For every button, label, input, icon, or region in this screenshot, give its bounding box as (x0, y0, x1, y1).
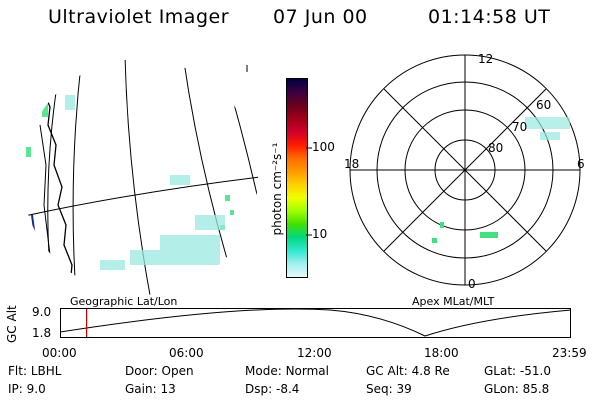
lat-label-60: 60 (536, 98, 551, 112)
lat-label-70: 70 (512, 120, 527, 134)
info-seq: Seq: 39 (366, 382, 412, 396)
info-dsp: Dsp: -8.4 (245, 382, 300, 396)
timeline-xtick-4: 23:59 (552, 346, 587, 360)
info-gain: Gain: 13 (125, 382, 176, 396)
timeline-xtick-2: 12:00 (297, 346, 332, 360)
info-gcalt: GC Alt: 4.8 Re (366, 364, 450, 378)
timeline-xtick-3: 18:00 (424, 346, 459, 360)
colorbar-ticks (306, 147, 312, 236)
colorbar-unit-label: photon cm⁻²s⁻¹ (270, 142, 284, 236)
colorbar-gradient (287, 79, 307, 277)
geographic-map (22, 59, 258, 295)
colorbar (286, 78, 308, 278)
timeline-xtick-1: 06:00 (169, 346, 204, 360)
info-glon-value: 85.8 (522, 382, 550, 396)
info-door: Door: Open (125, 364, 194, 378)
earth-disk (22, 59, 258, 295)
timeline-ytick-max: 9.0 (32, 305, 52, 319)
info-glat: GLat: -51.0 (484, 364, 551, 378)
colorbar-tick-10: 10 (312, 227, 328, 241)
timeline-ytick-min: 1.8 (32, 326, 52, 340)
info-flt-value: LBHL (30, 364, 62, 378)
geographic-label: Geographic Lat/Lon (70, 295, 178, 308)
info-seq-value: 39 (396, 382, 412, 396)
time-label: 01:14:58 UT (428, 6, 551, 28)
instrument-title: Ultraviolet Imager (48, 6, 230, 28)
info-gain-value: 13 (160, 382, 176, 396)
mlt-label-12: 12 (478, 52, 493, 66)
mlt-label-18: 18 (344, 157, 359, 171)
colorbar-tick-100: 100 (312, 140, 335, 154)
date-label: 07 Jun 00 (273, 6, 368, 28)
info-ip: IP: 9.0 (8, 382, 46, 396)
info-gcalt-value: 4.8 Re (411, 364, 450, 378)
mlt-label-0: 0 (468, 277, 476, 291)
mlt-label-6: 6 (577, 157, 585, 171)
timeline-ylabel: GC Alt (5, 305, 19, 343)
polar-label: Apex MLat/MLT (412, 295, 495, 308)
timeline-plot (60, 308, 572, 338)
info-mode: Mode: Normal (245, 364, 329, 378)
timeline-xtick-0: 00:00 (42, 346, 77, 360)
polar-plot: 12 18 6 0 60 70 80 (344, 52, 585, 291)
info-dsp-value: -8.4 (275, 382, 300, 396)
info-ip-value: 9.0 (26, 382, 46, 396)
lat-label-80: 80 (488, 141, 503, 155)
info-glat-value: -51.0 (519, 364, 551, 378)
info-mode-value: Normal (285, 364, 329, 378)
info-glon: GLon: 85.8 (484, 382, 550, 396)
info-flt: Flt: LBHL (8, 364, 62, 378)
info-door-value: Open (161, 364, 194, 378)
